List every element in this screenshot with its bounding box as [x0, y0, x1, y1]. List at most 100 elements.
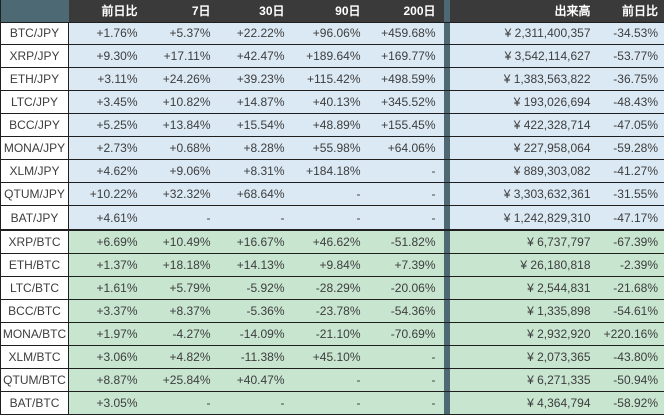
- pct-change-cell: +184.18%: [292, 159, 369, 184]
- section-divider-bar: [443, 182, 450, 207]
- volume-prev-day-cell: -47.17%: [600, 205, 664, 231]
- volume-prev-day-cell: -2.39%: [600, 253, 664, 277]
- pair-label: BTC/JPY: [0, 22, 69, 46]
- volume-prev-day-cell: -50.94%: [600, 368, 664, 392]
- pct-change-cell: +13.84%: [145, 113, 219, 138]
- pct-change-cell: +17.11%: [145, 44, 219, 69]
- volume-prev-day-cell: +220.16%: [600, 322, 664, 346]
- col-header-volume-prev-day: 前日比: [600, 0, 664, 23]
- pct-change-cell: +4.82%: [145, 345, 219, 369]
- volume-cell: ¥ 2,073,365: [449, 345, 601, 369]
- section-divider-bar: [443, 44, 450, 69]
- pct-change-cell: -: [218, 205, 293, 231]
- pct-change-cell: -: [218, 391, 293, 415]
- pct-change-cell: -11.38%: [218, 345, 293, 369]
- pct-change-cell: +8.31%: [218, 159, 293, 184]
- pct-change-cell: -: [145, 205, 219, 231]
- col-header-7d: 7日: [145, 0, 219, 23]
- pct-change-cell: +1.37%: [68, 253, 146, 277]
- pct-change-cell: -: [292, 391, 369, 415]
- col-header-90d: 90日: [292, 0, 369, 23]
- pct-change-cell: +9.30%: [68, 44, 146, 69]
- pct-change-cell: +3.11%: [68, 67, 146, 92]
- pct-change-cell: +3.05%: [68, 391, 146, 415]
- section-divider-bar: [443, 67, 450, 92]
- volume-prev-day-cell: -41.27%: [600, 159, 664, 184]
- table-row: ETH/BTC +1.37% +18.18% +14.13% +9.84% +7.39% ¥…: [0, 253, 664, 277]
- corner-cell: [0, 0, 69, 23]
- col-header-30d: 30日: [218, 0, 293, 23]
- volume-prev-day-cell: -59.28%: [600, 136, 664, 161]
- table-row: MONA/JPY +2.73% +0.68% +8.28% +55.98% +64.06%…: [0, 136, 664, 161]
- table-row: XRP/JPY +9.30% +17.11% +42.47% +189.64% +169.…: [0, 44, 664, 69]
- pct-change-cell: +25.84%: [145, 368, 219, 392]
- pct-change-cell: +14.13%: [218, 253, 293, 277]
- table-row: XLM/BTC +3.06% +4.82% -11.38% +45.10% - ¥ 2,07…: [0, 345, 664, 369]
- volume-prev-day-cell: -48.43%: [600, 90, 664, 115]
- pair-label: BAT/BTC: [0, 391, 69, 415]
- pct-change-cell: +498.59%: [368, 67, 444, 92]
- pct-change-cell: +169.77%: [368, 44, 444, 69]
- volume-cell: ¥ 2,544,831: [449, 276, 601, 300]
- volume-cell: ¥ 193,026,694: [449, 90, 601, 115]
- pct-change-cell: +1.76%: [68, 22, 146, 46]
- pct-change-cell: -: [292, 182, 369, 207]
- pct-change-cell: +5.25%: [68, 113, 146, 138]
- pct-change-cell: +96.06%: [292, 22, 369, 46]
- section-divider-bar: [443, 136, 450, 161]
- btc-pairs-section: XRP/BTC +6.69% +10.49% +16.67% +46.62% -51.82…: [0, 228, 664, 415]
- table-row: MONA/BTC +1.97% -4.27% -14.09% -21.10% -70.69…: [0, 322, 664, 346]
- pct-change-cell: +1.97%: [68, 322, 146, 346]
- pair-label: LTC/JPY: [0, 90, 69, 115]
- header-row: 前日比 7日 30日 90日 200日 出来高 前日比: [0, 0, 664, 23]
- pair-label: XRP/BTC: [0, 228, 69, 254]
- pct-change-cell: +7.39%: [368, 253, 444, 277]
- section-divider-bar: [443, 253, 450, 277]
- jpy-pairs-section: BTC/JPY +1.76% +5.37% +22.22% +96.06% +459.68…: [0, 22, 664, 231]
- pair-label: BCC/JPY: [0, 113, 69, 138]
- volume-cell: ¥ 6,271,335: [449, 368, 601, 392]
- pct-change-cell: +1.61%: [68, 276, 146, 300]
- volume-cell: ¥ 422,328,714: [449, 113, 601, 138]
- pct-change-cell: -23.78%: [292, 299, 369, 323]
- pct-change-cell: +3.06%: [68, 345, 146, 369]
- volume-prev-day-cell: -36.75%: [600, 67, 664, 92]
- volume-cell: ¥ 3,542,114,627: [449, 44, 601, 69]
- pct-change-cell: +32.32%: [145, 182, 219, 207]
- pct-change-cell: +10.49%: [145, 228, 219, 254]
- pct-change-cell: +189.64%: [292, 44, 369, 69]
- section-divider-bar: [443, 159, 450, 184]
- pair-label: QTUM/JPY: [0, 182, 69, 207]
- pair-label: QTUM/BTC: [0, 368, 69, 392]
- pct-change-cell: -5.92%: [218, 276, 293, 300]
- pct-change-cell: +14.87%: [218, 90, 293, 115]
- pct-change-cell: +345.52%: [368, 90, 444, 115]
- table-row: LTC/BTC +1.61% +5.79% -5.92% -28.29% -20.06% ¥…: [0, 276, 664, 300]
- header-divider-bar: [443, 0, 450, 23]
- pct-change-cell: +42.47%: [218, 44, 293, 69]
- section-divider-bar: [443, 22, 450, 46]
- pct-change-cell: +4.61%: [68, 205, 146, 231]
- pct-change-cell: +24.26%: [145, 67, 219, 92]
- col-header-prev-day: 前日比: [68, 0, 146, 23]
- pct-change-cell: +459.68%: [368, 22, 444, 46]
- volume-prev-day-cell: -54.61%: [600, 299, 664, 323]
- pct-change-cell: -: [368, 368, 444, 392]
- volume-prev-day-cell: -67.39%: [600, 228, 664, 254]
- table-row: BAT/BTC +3.05% - - - - ¥ 4,364,794 -58.92%: [0, 391, 664, 415]
- pair-label: XRP/JPY: [0, 44, 69, 69]
- volume-cell: ¥ 6,737,797: [449, 228, 601, 254]
- pct-change-cell: +18.18%: [145, 253, 219, 277]
- pct-change-cell: +2.73%: [68, 136, 146, 161]
- pct-change-cell: -: [368, 182, 444, 207]
- pair-label: ETH/BTC: [0, 253, 69, 277]
- pct-change-cell: +40.47%: [218, 368, 293, 392]
- pct-change-cell: -51.82%: [368, 228, 444, 254]
- volume-cell: ¥ 2,311,400,357: [449, 22, 601, 46]
- table-row: QTUM/BTC +8.87% +25.84% +40.47% - - ¥ 6,271,33…: [0, 368, 664, 392]
- section-divider-bar: [443, 113, 450, 138]
- pct-change-cell: -: [368, 205, 444, 231]
- pct-change-cell: +8.37%: [145, 299, 219, 323]
- section-divider-bar: [443, 391, 450, 415]
- section-divider-bar: [443, 299, 450, 323]
